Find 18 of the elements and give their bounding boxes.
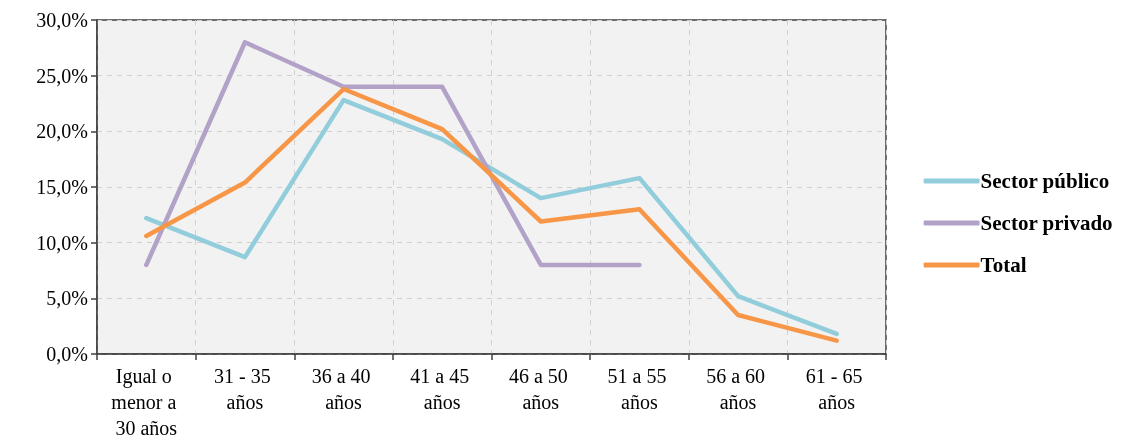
x-tick-label: 56 a 60 años (706, 365, 771, 413)
x-tick-label: 31 - 35 años (214, 365, 276, 413)
legend-label: Sector privado (980, 211, 1113, 235)
x-tick-label: 46 a 50 años (508, 365, 573, 413)
x-tick-label: 51 a 55 años (607, 365, 672, 413)
legend-label: Sector público (980, 169, 1110, 193)
legend-label: Total (980, 253, 1027, 277)
x-tick-label: 61 - 65 años (805, 365, 868, 413)
y-tick-label: 5,0% (46, 287, 88, 310)
y-tick-label: 25,0% (36, 64, 88, 87)
y-tick-label: 0,0% (46, 343, 88, 365)
y-tick-label: 10,0% (36, 231, 88, 254)
x-tick-label: Igual o menor a 30 años (111, 365, 182, 439)
x-tick-label: 41 a 45 años (410, 365, 475, 413)
y-tick-label: 15,0% (36, 176, 88, 198)
y-tick-label: 20,0% (36, 120, 88, 143)
x-tick-label: 36 a 40 años (311, 365, 376, 413)
y-tick-label: 30,0% (36, 9, 88, 31)
